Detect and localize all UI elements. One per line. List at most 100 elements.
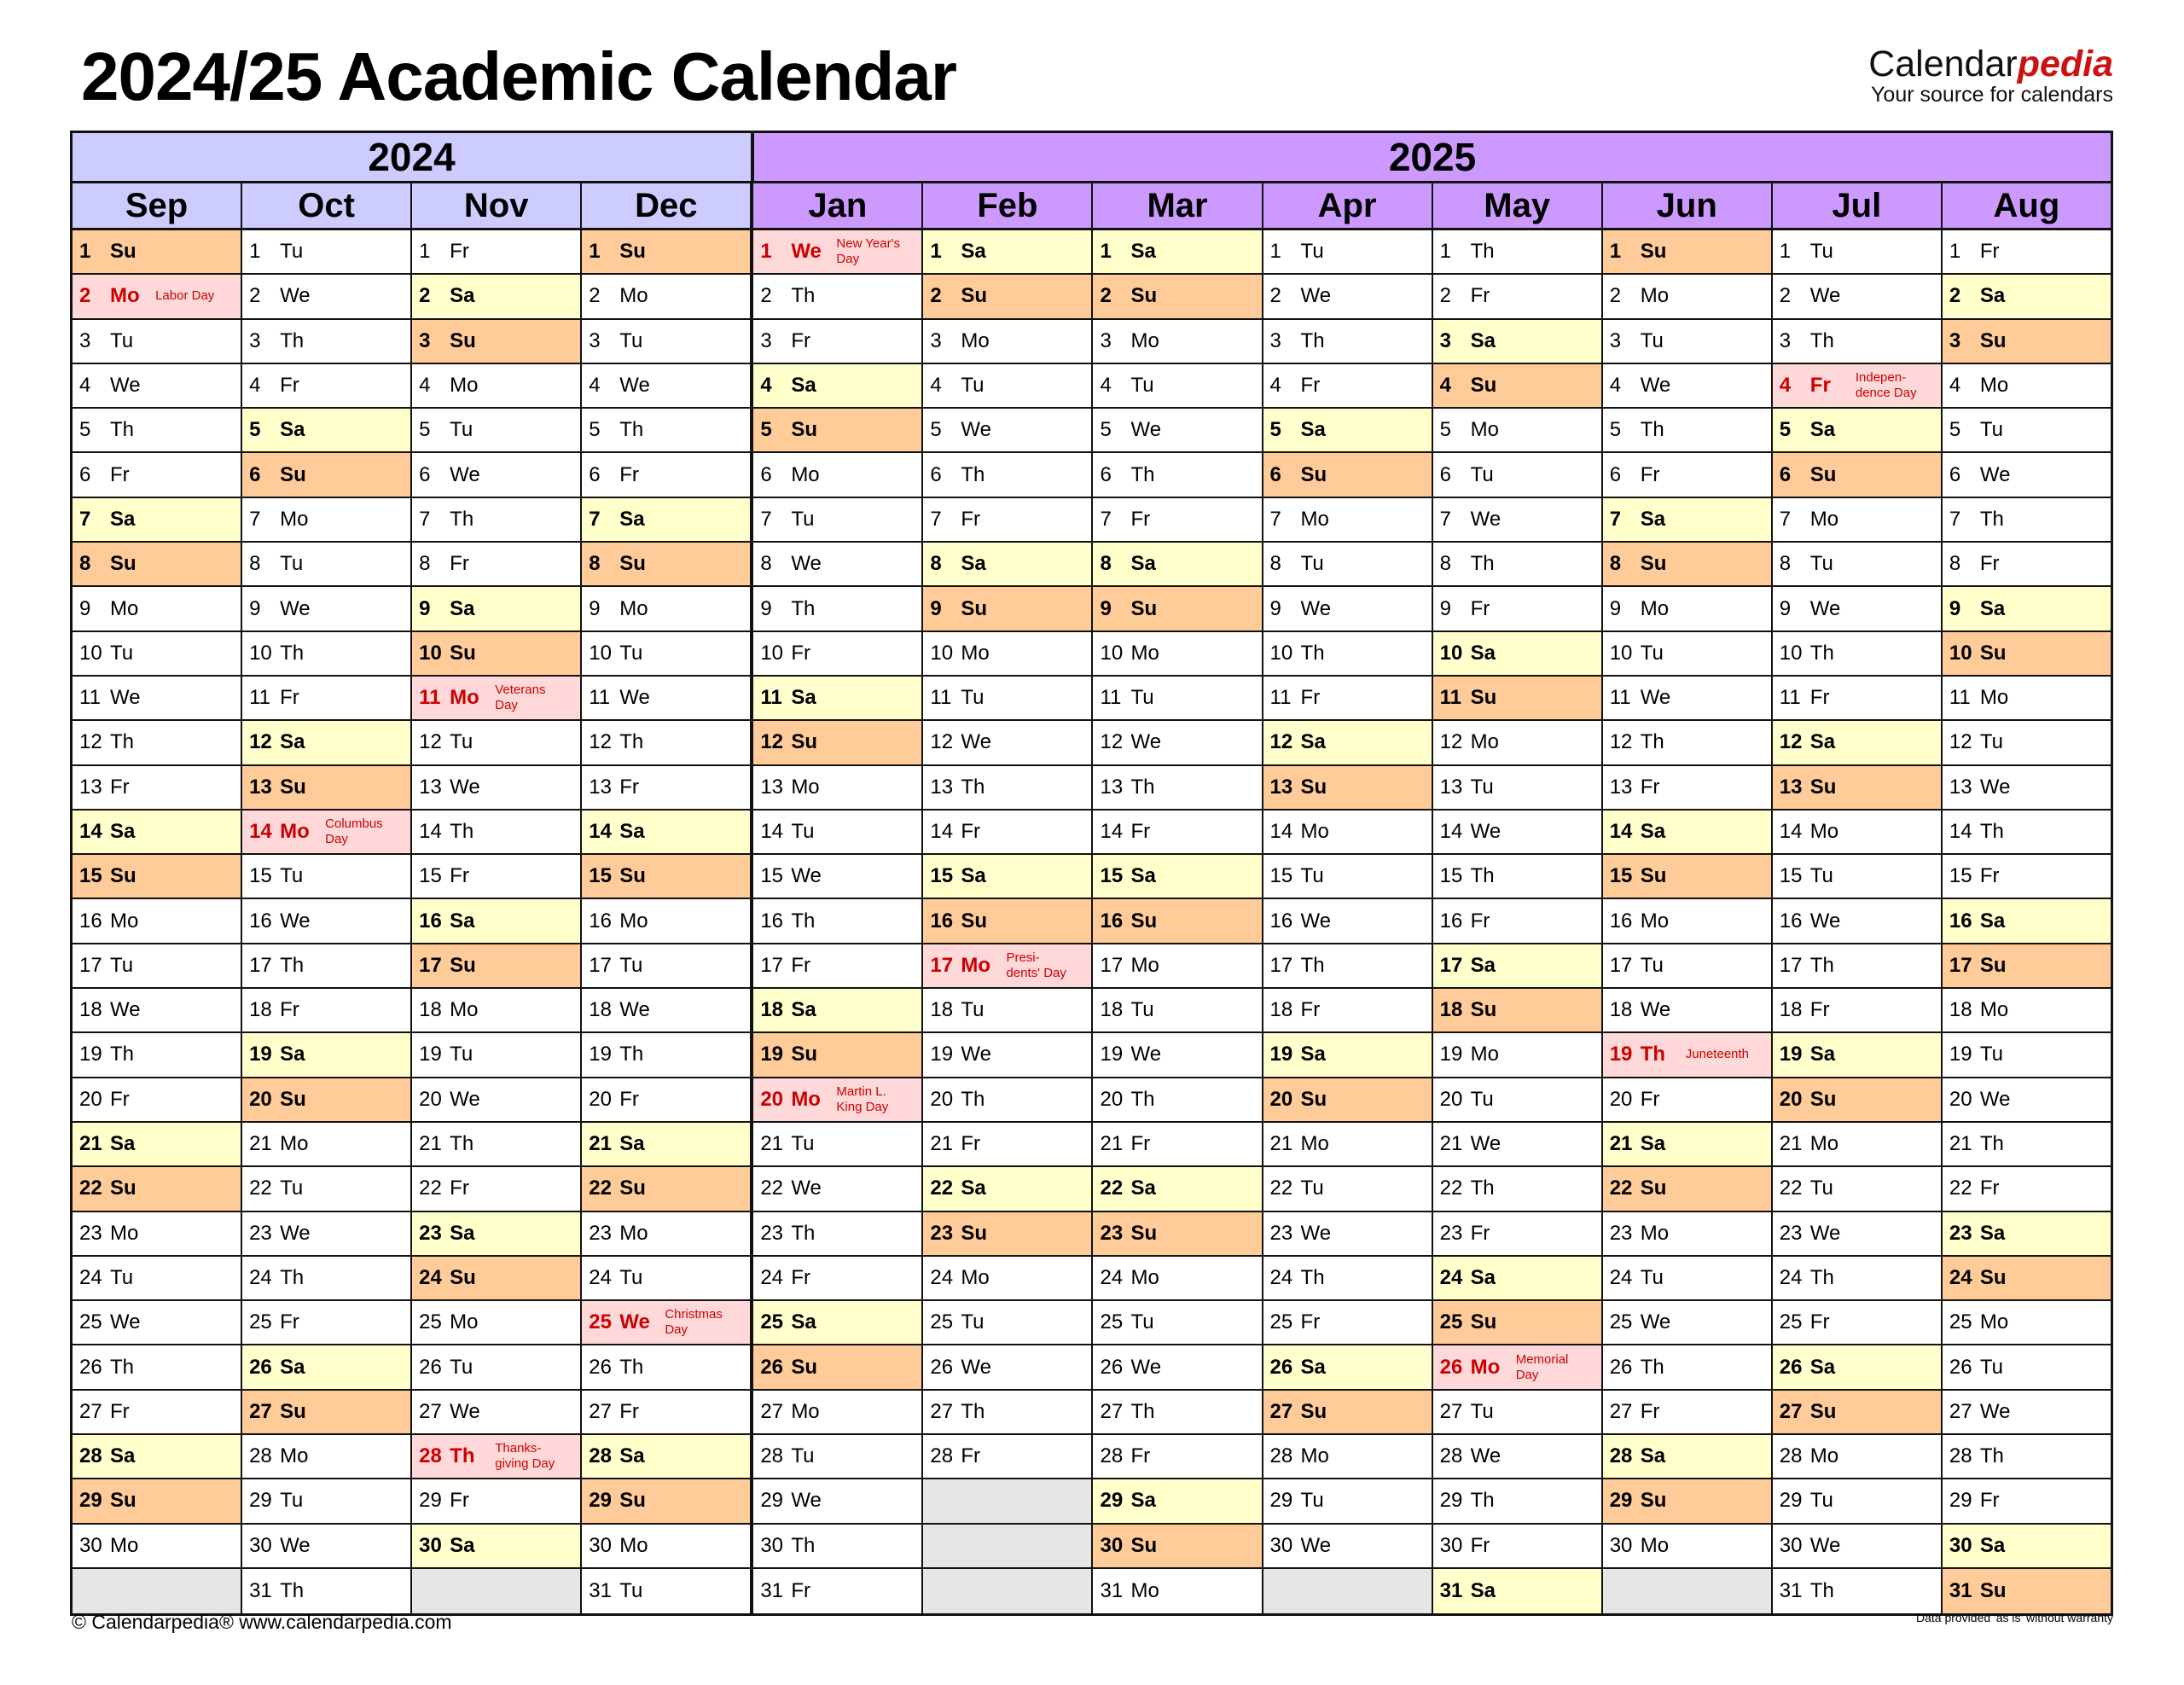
day-number: 17 <box>1439 953 1463 977</box>
day-number: 1 <box>79 240 91 264</box>
day-cell: 4 We <box>73 364 241 410</box>
weekday: Mo <box>1130 953 1159 977</box>
weekday: Tu <box>110 641 134 665</box>
weekday: Fr <box>791 1265 810 1289</box>
day-cell: 22 Su <box>73 1167 241 1212</box>
day-cell: 14 Mo <box>1263 811 1432 856</box>
day-cell: 20 We <box>412 1078 581 1123</box>
day-cell: 11 Mo <box>1942 677 2111 722</box>
weekday: Th <box>110 1043 135 1066</box>
day-number: 18 <box>760 998 784 1022</box>
weekday: Su <box>619 240 646 264</box>
day-number: 4 <box>1269 374 1281 398</box>
day-number: 14 <box>1439 820 1463 843</box>
day-number: 9 <box>1949 596 1961 620</box>
weekday: Tu <box>1300 864 1324 888</box>
day-cell: 13 We <box>1942 766 2111 811</box>
day-number: 12 <box>1439 730 1463 754</box>
calendarpedia-logo[interactable]: Calendarpedia Your source for calendars <box>1868 44 2113 106</box>
weekday: Th <box>791 596 816 620</box>
weekday: Sa <box>791 1310 816 1334</box>
day-cell: 25 Sa <box>753 1301 922 1346</box>
weekday: Su <box>619 864 646 888</box>
day-cell: 26 Sa <box>1263 1345 1432 1391</box>
weekday: Su <box>1300 1087 1327 1111</box>
holiday-label: New Year's Day <box>836 236 900 267</box>
day-number: 5 <box>419 418 431 442</box>
day-number: 6 <box>1949 462 1961 486</box>
day-cell: 22 Sa <box>1093 1167 1262 1212</box>
day-number: 19 <box>1269 1043 1293 1066</box>
weekday: Tu <box>791 507 815 531</box>
weekday: Th <box>280 1579 305 1603</box>
weekday: Su <box>1300 462 1327 486</box>
weekday: We <box>1300 909 1332 933</box>
month-header-sep: Sep <box>73 183 243 228</box>
day-cell: 4 Sa <box>753 363 922 410</box>
day-cell: 27 Fr <box>73 1391 241 1436</box>
day-cell: 18 Tu <box>923 989 1092 1034</box>
day-number: 4 <box>930 374 942 398</box>
day-number: 4 <box>760 374 772 398</box>
weekday: We <box>1809 284 1841 308</box>
day-number: 9 <box>760 596 772 620</box>
day-cell: 10 Th <box>1772 632 1941 677</box>
logo-wordmark: Calendarpedia <box>1868 44 2113 84</box>
day-number: 3 <box>1269 328 1281 352</box>
day-number: 4 <box>79 374 91 398</box>
day-number: 15 <box>760 864 784 888</box>
day-number: 3 <box>249 328 261 352</box>
day-number: 31 <box>1439 1579 1463 1603</box>
day-number: 5 <box>1609 418 1622 442</box>
day-number: 29 <box>249 1489 272 1513</box>
day-cell: 2 Mo <box>582 275 751 320</box>
weekday: Tu <box>791 820 815 843</box>
weekday: Th <box>1809 1579 1834 1603</box>
day-number: 21 <box>1439 1132 1463 1156</box>
weekday: Mo <box>1470 1355 1501 1379</box>
day-cell: 21 Mo <box>1263 1123 1432 1168</box>
day-number: 19 <box>1100 1043 1124 1066</box>
day-cell: 24 Th <box>242 1257 411 1302</box>
day-number: 14 <box>1100 820 1124 843</box>
weekday: Th <box>1130 462 1155 486</box>
weekday: Tu <box>1130 998 1154 1022</box>
day-number: 2 <box>1100 284 1112 308</box>
weekday: We <box>791 864 822 888</box>
day-number: 22 <box>79 1177 102 1200</box>
day-cell: 8 Sa <box>923 543 1092 588</box>
day-cell: 26 Th <box>582 1345 751 1391</box>
day-number: 19 <box>1439 1043 1463 1066</box>
day-cell: 6 Fr <box>73 453 241 498</box>
day-number: 5 <box>589 418 601 442</box>
day-cell: 15 We <box>753 855 922 900</box>
footer-disclaimer: Data provided 'as is' without warranty <box>1915 1611 2113 1624</box>
weekday: We <box>1300 596 1332 620</box>
day-number: 14 <box>1269 820 1293 843</box>
day-cell: 9 Sa <box>412 587 581 632</box>
day-cell: 19 Th Juneteenth <box>1602 1033 1771 1078</box>
day-number: 28 <box>1779 1444 1803 1468</box>
day-number: 28 <box>79 1444 102 1468</box>
weekday: Sa <box>280 1355 305 1379</box>
day-cell: 25 We Christmas Day <box>582 1301 751 1346</box>
day-number: 14 <box>930 820 954 843</box>
day-cell: 28 Th Thanks- giving Day <box>412 1435 581 1480</box>
day-number: 24 <box>589 1265 612 1289</box>
day-number: 17 <box>1269 953 1293 977</box>
day-number: 1 <box>1609 240 1622 264</box>
day-cell: 20 Th <box>923 1078 1092 1123</box>
day-cell: 19 Sa <box>1772 1033 1941 1078</box>
day-number: 10 <box>930 641 954 665</box>
weekday: Su <box>1300 775 1327 799</box>
day-number: 4 <box>1779 374 1792 398</box>
weekday: Sa <box>791 686 816 710</box>
day-cell: 7 Mo <box>1263 498 1432 543</box>
day-number: 12 <box>930 730 954 754</box>
day-number: 4 <box>419 374 431 398</box>
weekday: Mo <box>791 462 820 486</box>
day-cell: 13 Su <box>1772 765 1941 811</box>
weekday: Mo <box>1809 1132 1839 1156</box>
day-number: 1 <box>930 240 942 264</box>
day-number: 11 <box>1269 686 1292 710</box>
